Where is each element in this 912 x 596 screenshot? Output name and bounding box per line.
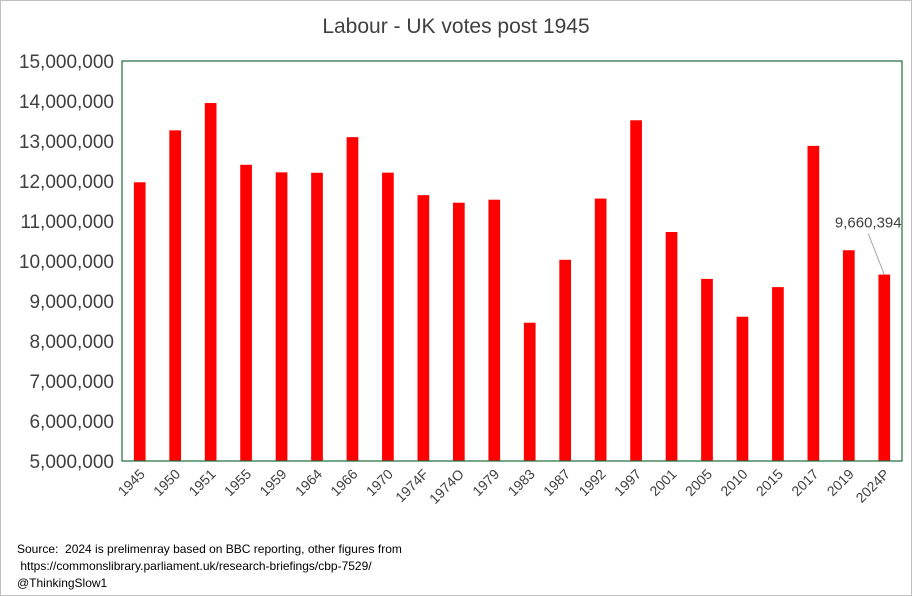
source-note: Source: 2024 is prelimenray based on BBC… bbox=[17, 541, 402, 592]
bar-1997 bbox=[630, 120, 642, 462]
x-tick-label: 1959 bbox=[256, 466, 289, 499]
y-tick-label: 7,000,000 bbox=[29, 372, 114, 393]
bar-1987 bbox=[559, 259, 572, 461]
source-line-3: @ThinkingSlow1 bbox=[17, 576, 108, 590]
bar-1974O bbox=[452, 202, 465, 461]
y-tick-label: 13,000,000 bbox=[19, 132, 114, 153]
x-tick-label: 1992 bbox=[575, 466, 608, 499]
bar-1966 bbox=[346, 137, 359, 462]
y-tick-label: 8,000,000 bbox=[29, 332, 114, 353]
x-tick-label: 1987 bbox=[540, 466, 573, 499]
y-tick-label: 9,000,000 bbox=[29, 292, 114, 313]
bar-2017 bbox=[807, 145, 820, 461]
x-tick-label: 1974O bbox=[426, 466, 467, 507]
x-tick-label: 1979 bbox=[469, 466, 502, 499]
bar-2015 bbox=[772, 287, 784, 461]
bar-1970 bbox=[382, 172, 394, 462]
source-line-1: Source: 2024 is prelimenray based on BBC… bbox=[17, 542, 402, 556]
annotation-value-label: 9,660,394 bbox=[835, 215, 902, 232]
annotation-leader-line bbox=[867, 233, 885, 275]
x-tick-label: 1966 bbox=[327, 466, 360, 499]
x-tick-label: 1964 bbox=[292, 466, 325, 499]
y-tick-label: 14,000,000 bbox=[19, 92, 114, 113]
bar-1955 bbox=[240, 164, 252, 461]
bar-2010 bbox=[736, 316, 749, 461]
source-line-2: https://commonslibrary.parliament.uk/res… bbox=[17, 559, 372, 573]
bar-1979 bbox=[488, 199, 501, 461]
bar-2001 bbox=[665, 232, 678, 461]
y-tick-label: 11,000,000 bbox=[20, 212, 114, 233]
x-tick-label: 1974F bbox=[392, 466, 431, 505]
y-axis: 5,000,000 6,000,000 7,000,000 8,000,000 9,00… bbox=[19, 52, 114, 473]
y-tick-label: 5,000,000 bbox=[29, 452, 114, 473]
bar-1974F bbox=[417, 195, 430, 461]
bar-1992 bbox=[594, 198, 607, 462]
bars bbox=[133, 103, 891, 462]
x-tick-label: 1955 bbox=[221, 466, 254, 499]
bar-2005 bbox=[701, 278, 713, 461]
y-tick-label: 10,000,000 bbox=[19, 252, 114, 273]
data-label-annotation: 9,660,394 bbox=[835, 215, 902, 275]
plot-area-border bbox=[121, 60, 903, 462]
bar-1951 bbox=[204, 103, 217, 461]
y-tick-label: 6,000,000 bbox=[29, 412, 114, 433]
y-tick-label: 12,000,000 bbox=[19, 172, 114, 193]
x-tick-label: 2005 bbox=[682, 466, 715, 499]
bar-1945 bbox=[133, 182, 146, 461]
x-tick-label: 1997 bbox=[611, 466, 644, 499]
x-tick-label: 2024P bbox=[852, 466, 892, 506]
bar-1959 bbox=[275, 172, 288, 461]
bar-2019 bbox=[842, 250, 855, 461]
x-tick-label: 1983 bbox=[505, 466, 538, 499]
x-tick-label: 2010 bbox=[717, 466, 750, 499]
bar-1983 bbox=[523, 322, 536, 461]
chart-title: Labour - UK votes post 1945 bbox=[322, 15, 589, 38]
x-tick-label: 1951 bbox=[185, 466, 218, 499]
x-tick-label: 2001 bbox=[646, 466, 679, 499]
x-tick-label: 1945 bbox=[115, 466, 148, 499]
x-tick-label: 2015 bbox=[753, 466, 786, 499]
x-axis: 1945 1950 1951 1955 1959 1964 1966 19701974F197… bbox=[115, 466, 893, 507]
bar-1964 bbox=[311, 172, 323, 461]
y-tick-label: 15,000,000 bbox=[19, 52, 114, 73]
x-tick-label: 2017 bbox=[788, 466, 821, 499]
x-tick-label: 1950 bbox=[150, 466, 183, 499]
bar-2024P bbox=[878, 274, 891, 461]
bar-1950 bbox=[169, 130, 182, 461]
